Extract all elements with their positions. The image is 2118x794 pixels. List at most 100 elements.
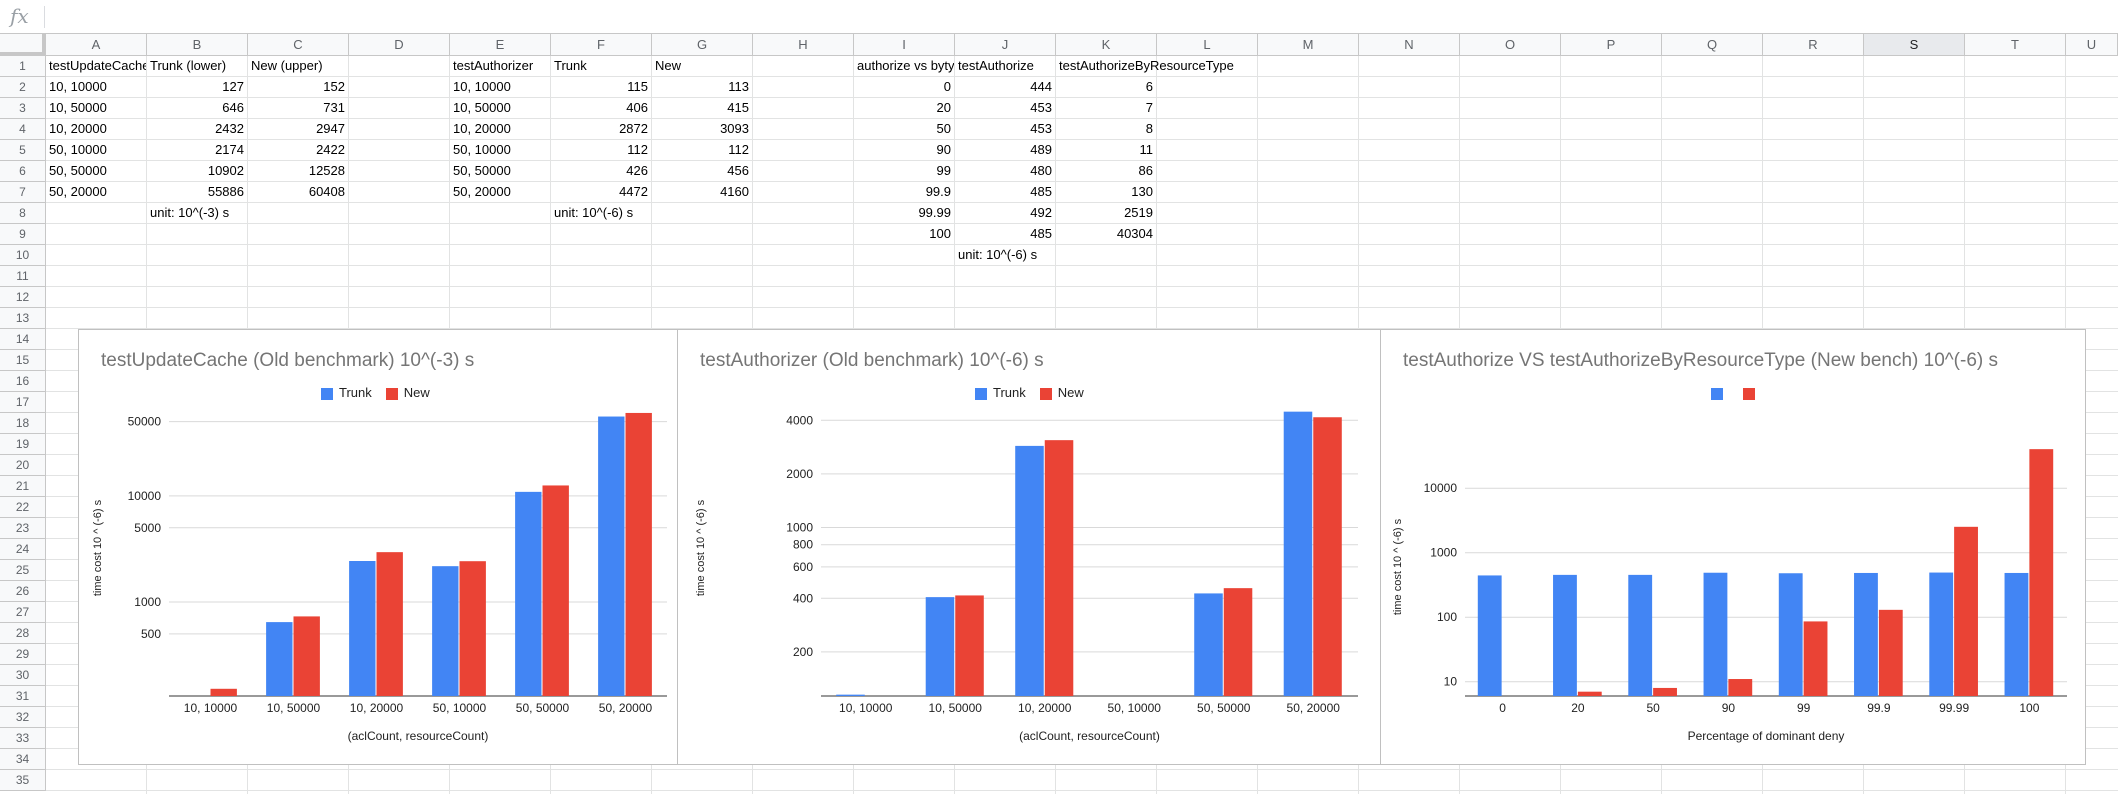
bar-trunk-5[interactable] [598, 416, 625, 696]
row-header-18[interactable]: 18 [0, 413, 46, 434]
cell-j3[interactable]: 453 [955, 98, 1055, 118]
column-header-h[interactable]: H [753, 34, 854, 56]
bar-series-1-2[interactable] [1628, 574, 1653, 696]
column-header-k[interactable]: K [1056, 34, 1157, 56]
cell-b7[interactable]: 55886 [147, 182, 247, 202]
bar-new-5[interactable] [625, 412, 652, 696]
cell-i2[interactable]: 0 [854, 77, 954, 97]
cell-c5[interactable]: 2422 [248, 140, 348, 160]
column-header-d[interactable]: D [349, 34, 450, 56]
row-header-7[interactable]: 7 [0, 182, 46, 203]
bar-new-0[interactable] [210, 688, 237, 696]
bar-trunk-5[interactable] [1283, 411, 1313, 696]
bar-new-2[interactable] [376, 552, 403, 696]
cell-a3[interactable]: 10, 50000 [46, 98, 146, 118]
row-header-2[interactable]: 2 [0, 77, 46, 98]
row-header-11[interactable]: 11 [0, 266, 46, 287]
row-header-28[interactable]: 28 [0, 623, 46, 644]
cell-b3[interactable]: 646 [147, 98, 247, 118]
column-header-i[interactable]: I [854, 34, 955, 56]
row-header-5[interactable]: 5 [0, 140, 46, 161]
cell-a5[interactable]: 50, 10000 [46, 140, 146, 160]
legend-item[interactable]: Trunk [975, 385, 1026, 400]
row-header-33[interactable]: 33 [0, 728, 46, 749]
bar-new-1[interactable] [955, 595, 984, 696]
row-header-27[interactable]: 27 [0, 602, 46, 623]
column-header-j[interactable]: J [955, 34, 1056, 56]
bar-series-1-4[interactable] [1778, 573, 1803, 696]
column-header-m[interactable]: M [1258, 34, 1359, 56]
row-header-17[interactable]: 17 [0, 392, 46, 413]
row-header-23[interactable]: 23 [0, 518, 46, 539]
cell-j1[interactable]: testAuthorize [955, 56, 1055, 76]
row-header-35[interactable]: 35 [0, 770, 46, 791]
row-header-8[interactable]: 8 [0, 203, 46, 224]
legend-item[interactable] [1743, 385, 1761, 400]
row-header-21[interactable]: 21 [0, 476, 46, 497]
bar-series-1-1[interactable] [1553, 574, 1577, 696]
cell-a2[interactable]: 10, 10000 [46, 77, 146, 97]
row-header-19[interactable]: 19 [0, 434, 46, 455]
cell-a7[interactable]: 50, 20000 [46, 182, 146, 202]
cell-i7[interactable]: 99.9 [854, 182, 954, 202]
row-header-25[interactable]: 25 [0, 560, 46, 581]
cell-b8[interactable]: unit: 10^(-3) s [150, 205, 230, 220]
bar-new-5[interactable] [1313, 417, 1342, 696]
bar-new-2[interactable] [1044, 440, 1074, 696]
row-header-15[interactable]: 15 [0, 350, 46, 371]
cell-k9[interactable]: 40304 [1056, 224, 1156, 244]
bar-trunk-4[interactable] [515, 491, 542, 696]
cell-i5[interactable]: 90 [854, 140, 954, 160]
bar-trunk-2[interactable] [349, 561, 376, 696]
cell-k1[interactable]: testAuthorizeByResourceType [1059, 58, 1234, 73]
row-header-3[interactable]: 3 [0, 98, 46, 119]
cell-b4[interactable]: 2432 [147, 119, 247, 139]
cell-j5[interactable]: 489 [955, 140, 1055, 160]
cell-b5[interactable]: 2174 [147, 140, 247, 160]
cell-j10[interactable]: unit: 10^(-6) s [958, 247, 1038, 262]
row-header-12[interactable]: 12 [0, 287, 46, 308]
chart-legend[interactable]: Trunk New [975, 384, 1098, 400]
column-header-p[interactable]: P [1561, 34, 1662, 56]
column-header-t[interactable]: T [1965, 34, 2066, 56]
bar-trunk-1[interactable] [266, 622, 293, 696]
bar-series-1-6[interactable] [1929, 572, 1954, 696]
cell-e4[interactable]: 10, 20000 [450, 119, 550, 139]
bar-series-2-1[interactable] [1577, 691, 1602, 696]
cell-c6[interactable]: 12528 [248, 161, 348, 181]
cell-j8[interactable]: 492 [955, 203, 1055, 223]
cell-c4[interactable]: 2947 [248, 119, 348, 139]
column-header-q[interactable]: Q [1662, 34, 1763, 56]
bar-series-2-6[interactable] [1954, 526, 1978, 696]
row-header-34[interactable]: 34 [0, 749, 46, 770]
bar-series-2-5[interactable] [1878, 609, 1903, 696]
cell-e6[interactable]: 50, 50000 [450, 161, 550, 181]
formula-bar[interactable]: fx [0, 0, 2118, 34]
row-header-1[interactable]: 1 [0, 56, 46, 77]
cell-c2[interactable]: 152 [248, 77, 348, 97]
legend-item[interactable]: New [385, 385, 430, 400]
cell-b1[interactable]: Trunk (lower) [147, 56, 247, 76]
chart-legend[interactable] [1711, 384, 1775, 400]
bar-series-2-7[interactable] [2029, 449, 2054, 696]
bar-series-1-7[interactable] [2004, 572, 2029, 696]
cell-f2[interactable]: 115 [551, 77, 651, 97]
cell-f5[interactable]: 112 [551, 140, 651, 160]
bar-series-1-0[interactable] [1477, 575, 1502, 696]
bar-new-4[interactable] [542, 485, 569, 696]
cell-e3[interactable]: 10, 50000 [450, 98, 550, 118]
column-header-s[interactable]: S [1864, 34, 1965, 56]
row-header-32[interactable]: 32 [0, 707, 46, 728]
cell-k7[interactable]: 130 [1056, 182, 1156, 202]
cell-i3[interactable]: 20 [854, 98, 954, 118]
bar-trunk-1[interactable] [925, 597, 955, 696]
cell-e5[interactable]: 50, 10000 [450, 140, 550, 160]
cell-i6[interactable]: 99 [854, 161, 954, 181]
row-header-31[interactable]: 31 [0, 686, 46, 707]
cell-f6[interactable]: 426 [551, 161, 651, 181]
cell-i4[interactable]: 50 [854, 119, 954, 139]
cell-f7[interactable]: 4472 [551, 182, 651, 202]
cell-c7[interactable]: 60408 [248, 182, 348, 202]
cell-e2[interactable]: 10, 10000 [450, 77, 550, 97]
cell-j4[interactable]: 453 [955, 119, 1055, 139]
